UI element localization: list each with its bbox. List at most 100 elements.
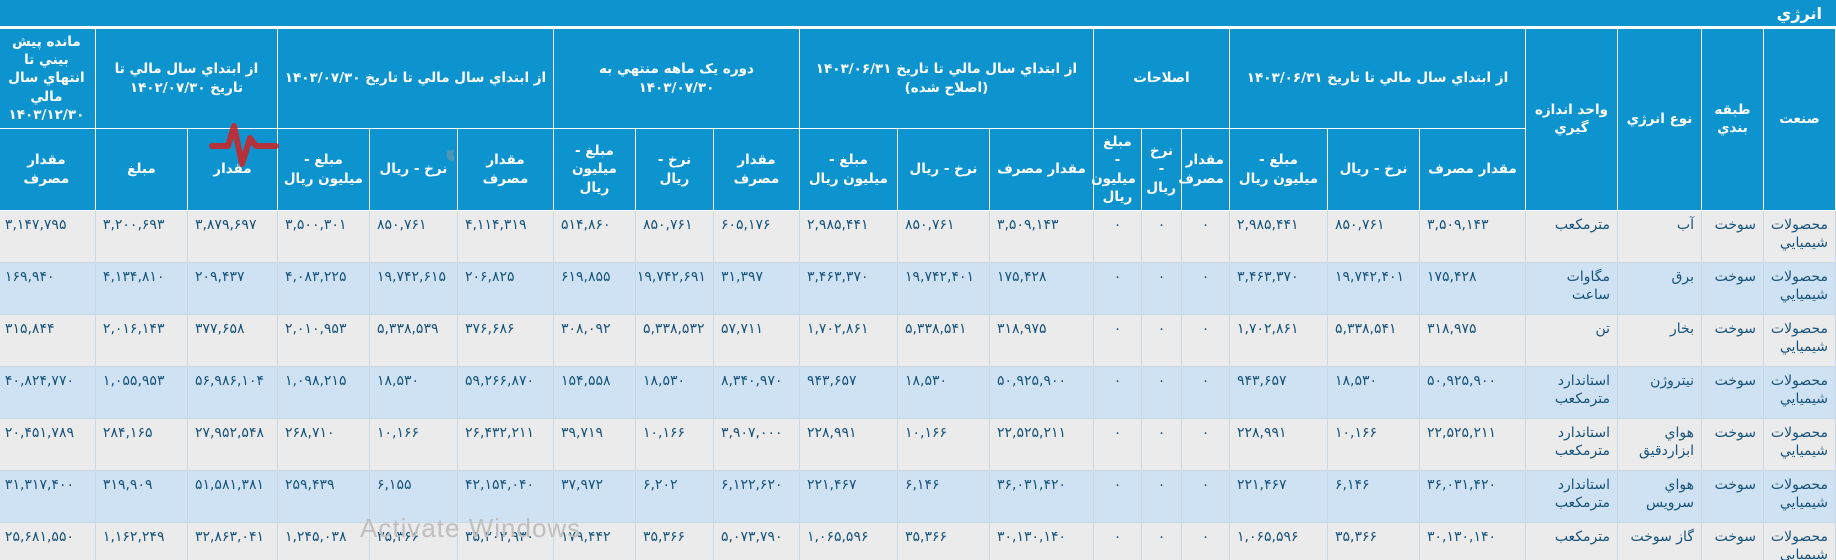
sub-ytd0631c-amount: مقدار مصرف [988, 128, 1094, 211]
col-energy-type: نوع انرژي [1617, 28, 1702, 211]
cell-m0730-value: ۶۱۹,۸۵۵ [552, 261, 636, 315]
cell-corr-value: ۰ [1092, 261, 1142, 315]
cell-ytd0730-rate: ۱۹,۷۴۲,۶۱۵ [368, 261, 458, 315]
sub-corr-rate: نرخ - ریال [1140, 128, 1182, 211]
cell-ytd0730-amount: ۴۲,۱۵۴,۰۴۰ [456, 469, 554, 523]
cell-m0730-value: ۵۱۴,۸۶۰ [552, 209, 636, 263]
group-ytd-0631-corrected: از ابتداي سال مالي تا تاريخ ۱۴۰۳/۰۶/۳۱ (… [798, 27, 1094, 130]
cell-prev-value: ۲,۰۱۶,۱۴۳ [94, 313, 188, 367]
table-head: صنعت طبقه بندي نوع انرژي واحد اندازه گير… [0, 27, 1836, 211]
cell-remaining-amount: ۳۱۵,۸۴۴ [0, 313, 96, 367]
sub-ytd0730-amount: مقدار مصرف [456, 128, 554, 211]
cell-prev-qty: ۳۷۷,۶۵۸ [186, 313, 278, 367]
cell-corr-amount: ۰ [1180, 469, 1230, 523]
sub-ytd0631-amount: مقدار مصرف [1419, 128, 1526, 211]
sub-prev-value: مبلغ [94, 128, 188, 211]
cell-ytd0631-amount: ۳۱۸,۹۷۵ [1419, 313, 1526, 367]
cell-industry: محصولات شیمیایي [1763, 521, 1836, 560]
cell-ytd0631-value: ۱,۰۶۵,۵۹۶ [1228, 521, 1329, 560]
sub-ytd0730-rate: نرخ - ریال [368, 128, 458, 211]
cell-ytd0730-amount: ۳۷۶,۶۸۶ [456, 313, 554, 367]
cell-prev-qty: ۵۱,۵۸۱,۳۸۱ [186, 469, 278, 523]
cell-m0730-amount: ۵۷,۷۱۱ [712, 313, 800, 367]
cell-ytd0730-value: ۱,۲۴۵,۰۳۸ [276, 521, 370, 560]
sub-ytd0631c-rate: نرخ - ریال [896, 128, 990, 211]
cell-m0730-value: ۱۷۹,۴۴۲ [552, 521, 636, 560]
cell-industry: محصولات شیمیایي [1763, 313, 1836, 367]
cell-classification: سوخت [1701, 521, 1764, 560]
cell-ytd0730-rate: ۳۵,۳۶۶ [368, 521, 458, 560]
cell-corr-amount: ۰ [1180, 313, 1230, 367]
cell-ytd0730-value: ۱,۰۹۸,۲۱۵ [276, 365, 370, 419]
cell-corr-rate: ۰ [1140, 209, 1182, 263]
cell-corr-value: ۰ [1092, 313, 1142, 367]
cell-ytd0631c-amount: ۳۶,۰۳۱,۴۲۰ [988, 469, 1094, 523]
cell-ytd0730-value: ۲,۰۱۰,۹۵۳ [276, 313, 370, 367]
cell-ytd0631-amount: ۳,۵۰۹,۱۴۳ [1419, 209, 1526, 263]
col-measure-unit: واحد اندازه گيري [1525, 28, 1618, 211]
cell-corr-rate: ۰ [1140, 261, 1182, 315]
cell-energy-type: هواي سرویس [1617, 469, 1702, 523]
cell-ytd0730-value: ۲۵۹,۴۳۹ [276, 469, 370, 523]
cell-classification: سوخت [1701, 417, 1764, 471]
cell-m0730-amount: ۳,۹۰۷,۰۰۰ [712, 417, 800, 471]
cell-m0730-value: ۳۷,۹۷۲ [552, 469, 636, 523]
table-row: محصولات شیمیایي سوخت نیتروژن استاندارد مترم… [0, 365, 1836, 419]
cell-energy-type: گاز سوخت [1617, 521, 1702, 560]
cell-ytd0631c-amount: ۵۰,۹۲۵,۹۰۰ [988, 365, 1094, 419]
cell-ytd0631c-value: ۲۲۱,۴۶۷ [798, 469, 898, 523]
cell-m0730-value: ۳۹,۷۱۹ [552, 417, 636, 471]
table-body: محصولات شیمیایي سوخت آب مترمکعب ۳,۵۰۹,۱۴۳ ۸۵۰… [0, 209, 1836, 560]
cell-ytd0631c-value: ۱,۰۶۵,۵۹۶ [798, 521, 898, 560]
cell-ytd0631c-rate: ۸۵۰,۷۶۱ [896, 209, 990, 263]
cell-ytd0730-amount: ۲۰۶,۸۲۵ [456, 261, 554, 315]
cell-ytd0631c-value: ۱,۷۰۲,۸۶۱ [798, 313, 898, 367]
cell-corr-rate: ۰ [1140, 365, 1182, 419]
cell-corr-rate: ۰ [1140, 469, 1182, 523]
cell-unit: تن [1525, 313, 1618, 367]
cell-ytd0631c-value: ۲,۹۸۵,۴۴۱ [798, 209, 898, 263]
cell-m0730-rate: ۸۵۰,۷۶۱ [634, 209, 714, 263]
cell-corr-rate: ۰ [1140, 417, 1182, 471]
cell-ytd0631c-value: ۹۴۳,۶۵۷ [798, 365, 898, 419]
sub-prev-qty: مقدار [186, 128, 278, 211]
cell-industry: محصولات شیمیایي [1763, 209, 1836, 263]
cell-ytd0631c-rate: ۳۵,۳۶۶ [896, 521, 990, 560]
cell-m0730-rate: ۱۰,۱۶۶ [634, 417, 714, 471]
cell-ytd0631-amount: ۲۲,۵۲۵,۲۱۱ [1419, 417, 1526, 471]
cell-ytd0631c-value: ۲۲۸,۹۹۱ [798, 417, 898, 471]
cell-ytd0631-rate: ۱۸,۵۳۰ [1327, 365, 1420, 419]
cell-m0730-rate: ۵,۳۳۸,۵۳۲ [634, 313, 714, 367]
cell-ytd0631-value: ۲,۹۸۵,۴۴۱ [1228, 209, 1329, 263]
cell-ytd0631c-amount: ۳۱۸,۹۷۵ [988, 313, 1094, 367]
cell-unit: مترمکعب [1525, 521, 1618, 560]
cell-ytd0631-amount: ۵۰,۹۲۵,۹۰۰ [1419, 365, 1526, 419]
cell-ytd0631c-amount: ۱۷۵,۴۲۸ [988, 261, 1094, 315]
group-ytd-0631: از ابتداي سال مالي تا تاريخ ۱۴۰۳/۰۶/۳۱ [1228, 27, 1527, 130]
cell-ytd0631-rate: ۱۰,۱۶۶ [1327, 417, 1420, 471]
group-remaining-forecast: مانده پیش بیني تا انتهاي سال مالي ۱۴۰۳/۱… [0, 27, 96, 130]
table-row: محصولات شیمیایي سوخت هواي ابزاردقیق استاندا… [0, 417, 1836, 471]
energy-consumption-table: صنعت طبقه بندي نوع انرژي واحد اندازه گير… [0, 27, 1836, 560]
cell-prev-value: ۳,۲۰۰,۶۹۳ [94, 209, 188, 263]
cell-classification: سوخت [1701, 261, 1764, 315]
cell-corr-value: ۰ [1092, 209, 1142, 263]
sub-ytd0631-value: مبلغ - میلیون ریال [1228, 128, 1329, 211]
cell-ytd0631c-amount: ۳۰,۱۳۰,۱۴۰ [988, 521, 1094, 560]
cell-ytd0631c-amount: ۳,۵۰۹,۱۴۳ [988, 209, 1094, 263]
cell-m0730-amount: ۶۰۵,۱۷۶ [712, 209, 800, 263]
cell-remaining-amount: ۳۱,۳۱۷,۴۰۰ [0, 469, 96, 523]
cell-ytd0631c-rate: ۱۸,۵۳۰ [896, 365, 990, 419]
group-one-month-0730: دوره یک ماهه منتهي به ۱۴۰۳/۰۷/۳۰ [552, 27, 800, 130]
header-row-groups: صنعت طبقه بندي نوع انرژي واحد اندازه گير… [0, 27, 1836, 211]
cell-prev-qty: ۲۰۹,۴۳۷ [186, 261, 278, 315]
table-row: محصولات شیمیایي سوخت آب مترمکعب ۳,۵۰۹,۱۴۳ ۸۵۰… [0, 209, 1836, 263]
cell-ytd0631-rate: ۳۵,۳۶۶ [1327, 521, 1420, 560]
table-row: محصولات شیمیایي سوخت برق مگاوات ساعت ۱۷۵,۴۲۸… [0, 261, 1836, 315]
sub-ytd0631-rate: نرخ - ریال [1327, 128, 1420, 211]
cell-unit: استاندارد مترمکعب [1525, 469, 1618, 523]
cell-prev-value: ۴,۱۳۴,۸۱۰ [94, 261, 188, 315]
cell-energy-type: آب [1617, 209, 1702, 263]
cell-ytd0730-value: ۳,۵۰۰,۳۰۱ [276, 209, 370, 263]
header-row-subs: مقدار مصرف نرخ - ریال مبلغ - میلیون ریال… [0, 128, 1836, 211]
